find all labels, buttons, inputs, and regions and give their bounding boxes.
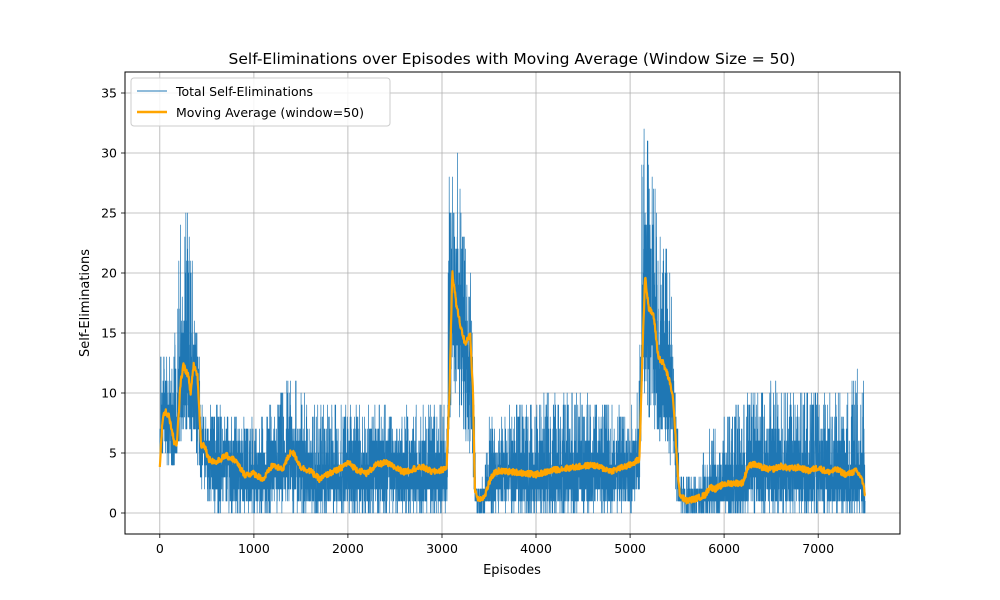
x-tick-label-0: 0	[156, 541, 164, 556]
y-tick-label-30: 30	[101, 146, 117, 161]
y-tick-label-25: 25	[101, 206, 117, 221]
legend-label-total-self-eliminations: Total Self-Eliminations	[175, 84, 313, 99]
x-axis-ticks: 0 1000 2000 3000 4000 5000 6000 7000	[156, 534, 834, 556]
chart-title: Self-Eliminations over Episodes with Mov…	[229, 50, 796, 68]
y-tick-label-10: 10	[101, 386, 117, 401]
x-tick-label-5000: 5000	[614, 541, 646, 556]
y-axis-label: Self-Eliminations	[78, 249, 93, 357]
x-axis-label: Episodes	[483, 563, 541, 578]
x-tick-label-2000: 2000	[332, 541, 364, 556]
y-tick-label-15: 15	[101, 326, 117, 341]
y-axis-ticks: 0 5 10 15 20 25 30 35	[101, 86, 125, 521]
legend: Total Self-Eliminations Moving Average (…	[130, 77, 391, 127]
y-tick-label-35: 35	[101, 86, 117, 101]
raw-series-group	[159, 128, 866, 514]
x-tick-label-6000: 6000	[708, 541, 740, 556]
legend-box	[130, 77, 391, 127]
series-line-moving-average	[158, 270, 866, 505]
x-tick-label-3000: 3000	[426, 541, 458, 556]
x-tick-label-7000: 7000	[802, 541, 834, 556]
x-tick-label-1000: 1000	[238, 541, 270, 556]
series-line-total-self-eliminations	[159, 128, 866, 514]
plot-area-frame	[124, 71, 901, 535]
y-tick-label-0: 0	[109, 506, 117, 521]
y-tick-label-5: 5	[109, 446, 117, 461]
legend-label-moving-average: Moving Average (window=50)	[176, 105, 364, 120]
y-tick-label-20: 20	[101, 266, 117, 281]
moving-average-series-group	[158, 270, 866, 505]
x-tick-label-4000: 4000	[520, 541, 552, 556]
